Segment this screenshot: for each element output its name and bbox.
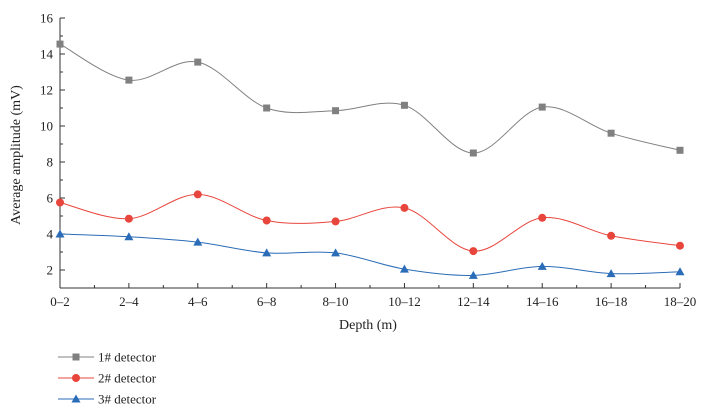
legend-label: 2# detector — [98, 371, 157, 386]
x-tick-label: 18–20 — [664, 294, 697, 309]
legend-item: 2# detector — [58, 371, 157, 386]
data-point — [607, 129, 615, 137]
data-point — [125, 76, 133, 84]
data-point — [124, 214, 133, 223]
data-point — [194, 58, 202, 66]
data-point — [332, 107, 340, 115]
data-point — [331, 217, 340, 226]
axes: 2 4 6 8 10 12 14 16 0–2 2–4 4–6 6–8 8–10 10–12 12–14 14… — [40, 11, 696, 310]
x-tick-label: 0–2 — [50, 294, 70, 309]
x-tick-label: 6–8 — [257, 294, 277, 309]
data-point — [538, 103, 546, 111]
x-tick-label: 4–6 — [188, 294, 208, 309]
data-point — [468, 270, 478, 279]
legend-label: 3# detector — [98, 392, 157, 407]
legend-marker — [72, 374, 80, 382]
x-tick-label: 16–18 — [595, 294, 628, 309]
data-point — [606, 269, 616, 278]
y-tick-label: 14 — [40, 47, 54, 62]
data-point — [675, 267, 685, 276]
series-line — [59, 43, 681, 154]
data-point — [193, 190, 202, 199]
data-point — [262, 216, 271, 225]
series-2 — [56, 190, 684, 256]
x-tick-label: 14–16 — [526, 294, 559, 309]
data-point — [263, 104, 271, 112]
y-tick-label: 4 — [47, 227, 54, 242]
legend-label: 1# detector — [98, 350, 157, 365]
x-tick-label: 10–12 — [388, 294, 421, 309]
data-point — [331, 248, 341, 257]
x-tick-label: 12–14 — [457, 294, 490, 309]
legend-item: 3# detector — [58, 392, 157, 407]
series-line — [59, 193, 681, 252]
y-tick-label: 6 — [47, 191, 54, 206]
data-point — [55, 229, 65, 238]
y-tick-label: 2 — [47, 263, 54, 278]
legend-item: 1# detector — [58, 350, 157, 365]
data-point — [56, 40, 64, 48]
data-point — [400, 203, 409, 212]
data-point — [538, 213, 547, 222]
series-layer — [55, 40, 685, 279]
legend-marker — [72, 353, 80, 361]
data-point — [469, 149, 477, 157]
data-point — [193, 237, 203, 246]
series-3 — [55, 229, 685, 279]
data-point — [262, 248, 272, 257]
legend-marker — [71, 394, 81, 403]
data-point — [124, 232, 134, 241]
series-line — [59, 233, 681, 276]
data-point — [676, 146, 684, 154]
legend: 1# detector 2# detector 3# detector — [58, 350, 157, 407]
data-point — [607, 231, 616, 240]
series-1 — [56, 40, 684, 157]
data-point — [537, 261, 547, 270]
x-tick-label: 2–4 — [119, 294, 139, 309]
data-point — [399, 264, 409, 273]
x-tick-label: 8–10 — [323, 294, 349, 309]
data-point — [676, 241, 684, 250]
y-tick-label: 8 — [47, 155, 54, 170]
x-axis-title: Depth (m) — [339, 318, 397, 333]
y-tick-label: 16 — [40, 11, 54, 26]
data-point — [400, 101, 408, 109]
y-tick-label: 12 — [40, 83, 53, 98]
data-point — [56, 198, 64, 207]
y-tick-label: 10 — [40, 119, 53, 134]
data-point — [469, 247, 478, 256]
y-axis-title: Average amplitude (mV) — [9, 85, 24, 225]
